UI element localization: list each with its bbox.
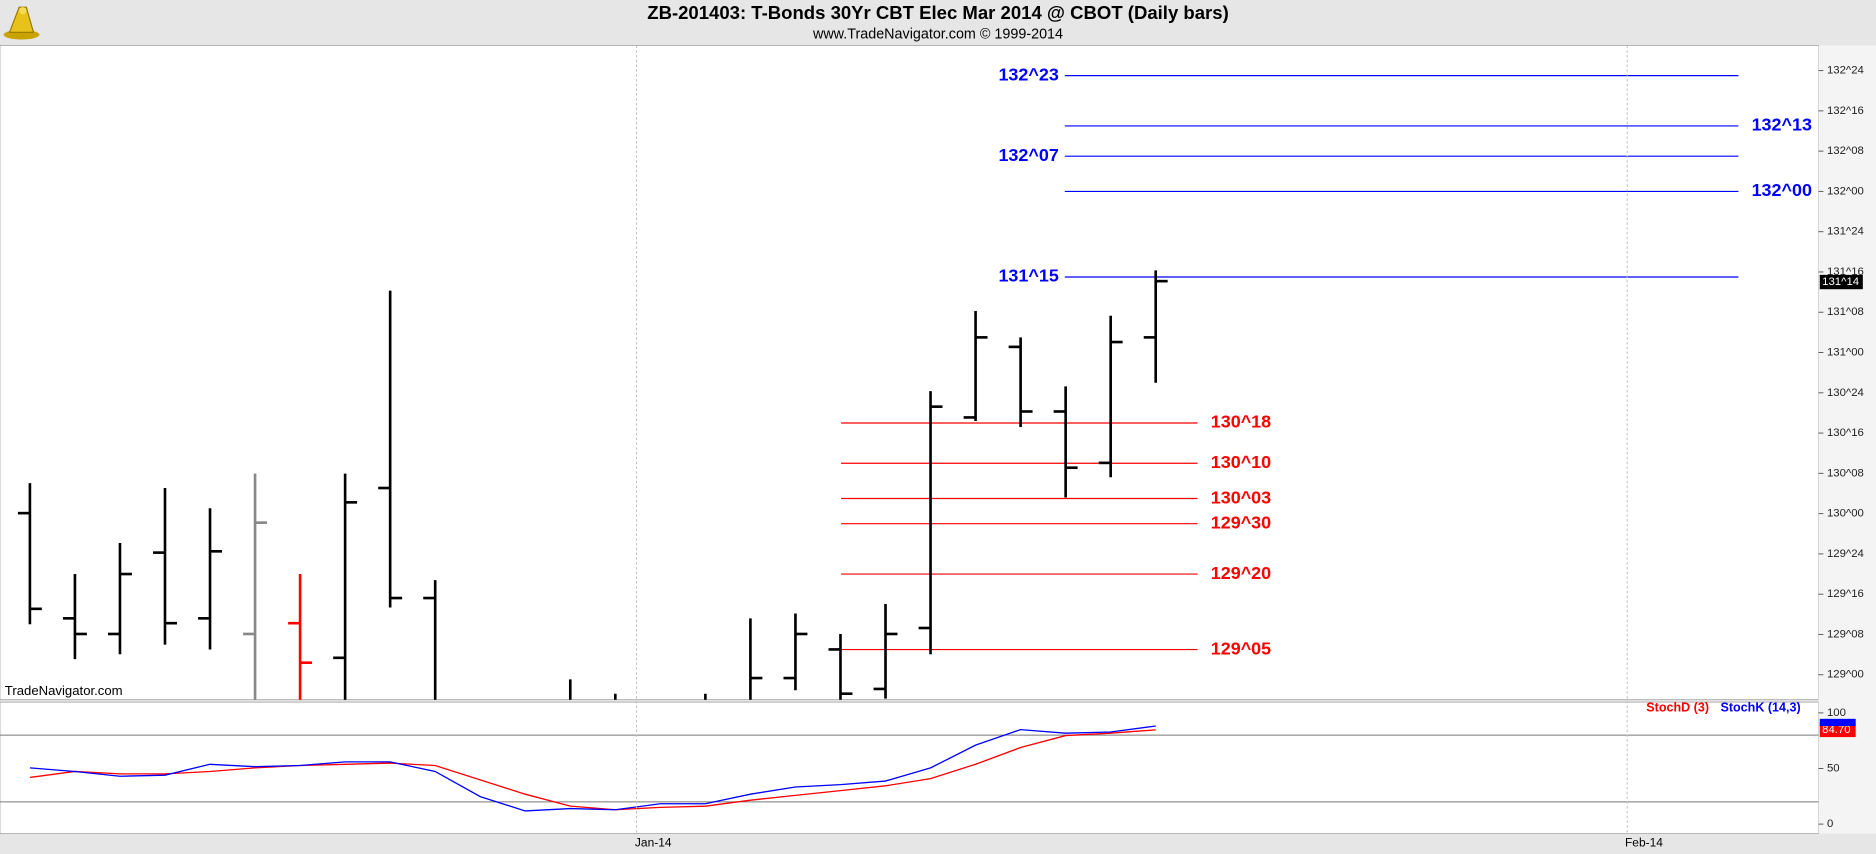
last-price-box (1819, 274, 1863, 290)
last-value-label: 84.70 (1822, 724, 1850, 736)
legend-entry: StochD (3) (1646, 700, 1709, 714)
level-label: 132^23 (998, 64, 1058, 84)
y-tick-label: 100 (1827, 707, 1846, 719)
x-tick-label: Jan-14 (635, 835, 672, 849)
level-label: 129^05 (1211, 638, 1271, 658)
level-label: 132^00 (1752, 180, 1812, 200)
stoch-plot (0, 725, 1819, 812)
axes: Jan-14 Feb-14 132^24 132^16 132^08 132^00 131^… (635, 45, 1864, 849)
last-value-box (1819, 722, 1856, 738)
level-label: 131^15 (998, 266, 1058, 286)
y-tick-label: 130^00 (1827, 508, 1864, 520)
y-tick-label: 131^08 (1827, 306, 1864, 318)
y-tick-label: 129^08 (1827, 628, 1864, 640)
x-tick-label: Feb-14 (1625, 835, 1663, 849)
y-tick-label: 131^16 (1827, 266, 1864, 278)
y-tick-label: 130^08 (1827, 467, 1864, 479)
level-label: 130^18 (1211, 412, 1271, 432)
y-tick-label: 0 (1827, 818, 1833, 830)
level-label: 129^20 (1211, 563, 1271, 583)
level-label: 130^03 (1211, 487, 1271, 507)
watermark: TradeNavigator.com (5, 683, 123, 698)
axis-strip (1818, 45, 1876, 834)
stoch-pane (0, 701, 1819, 835)
logo (3, 6, 40, 40)
y-tick-label: 50 (1827, 762, 1840, 774)
y-tick-label: 132^16 (1827, 105, 1864, 117)
level-label: 132^07 (998, 145, 1058, 165)
level-label: 132^13 (1752, 115, 1812, 135)
y-tick-label: 132^00 (1827, 185, 1864, 197)
y-tick-label: 131^24 (1827, 226, 1864, 238)
y-tick-label: 131^00 (1827, 347, 1864, 359)
stoch-line (29, 729, 1156, 811)
y-tick-label: 132^08 (1827, 145, 1864, 157)
chart-subtitle: www.TradeNavigator.com © 1999-2014 (812, 26, 1063, 42)
last-value-box (1819, 718, 1856, 727)
y-tick-label: 130^16 (1827, 427, 1864, 439)
price-plot (17, 75, 1739, 700)
chart-title: ZB-201403: T-Bonds 30Yr CBT Elec Mar 201… (647, 2, 1228, 23)
price-pane (0, 45, 1819, 701)
level-label: 129^30 (1211, 512, 1271, 532)
legend-entry: StochK (14,3) (1720, 700, 1800, 714)
stoch-line (29, 725, 1156, 812)
y-tick-label: 129^00 (1827, 669, 1864, 681)
y-tick-label: 130^24 (1827, 387, 1864, 399)
level-label: 130^10 (1211, 452, 1271, 472)
y-tick-label: 132^24 (1827, 65, 1864, 77)
last-price-label: 131^14 (1822, 276, 1859, 288)
y-tick-label: 129^16 (1827, 588, 1864, 600)
y-tick-label: 129^24 (1827, 548, 1864, 560)
